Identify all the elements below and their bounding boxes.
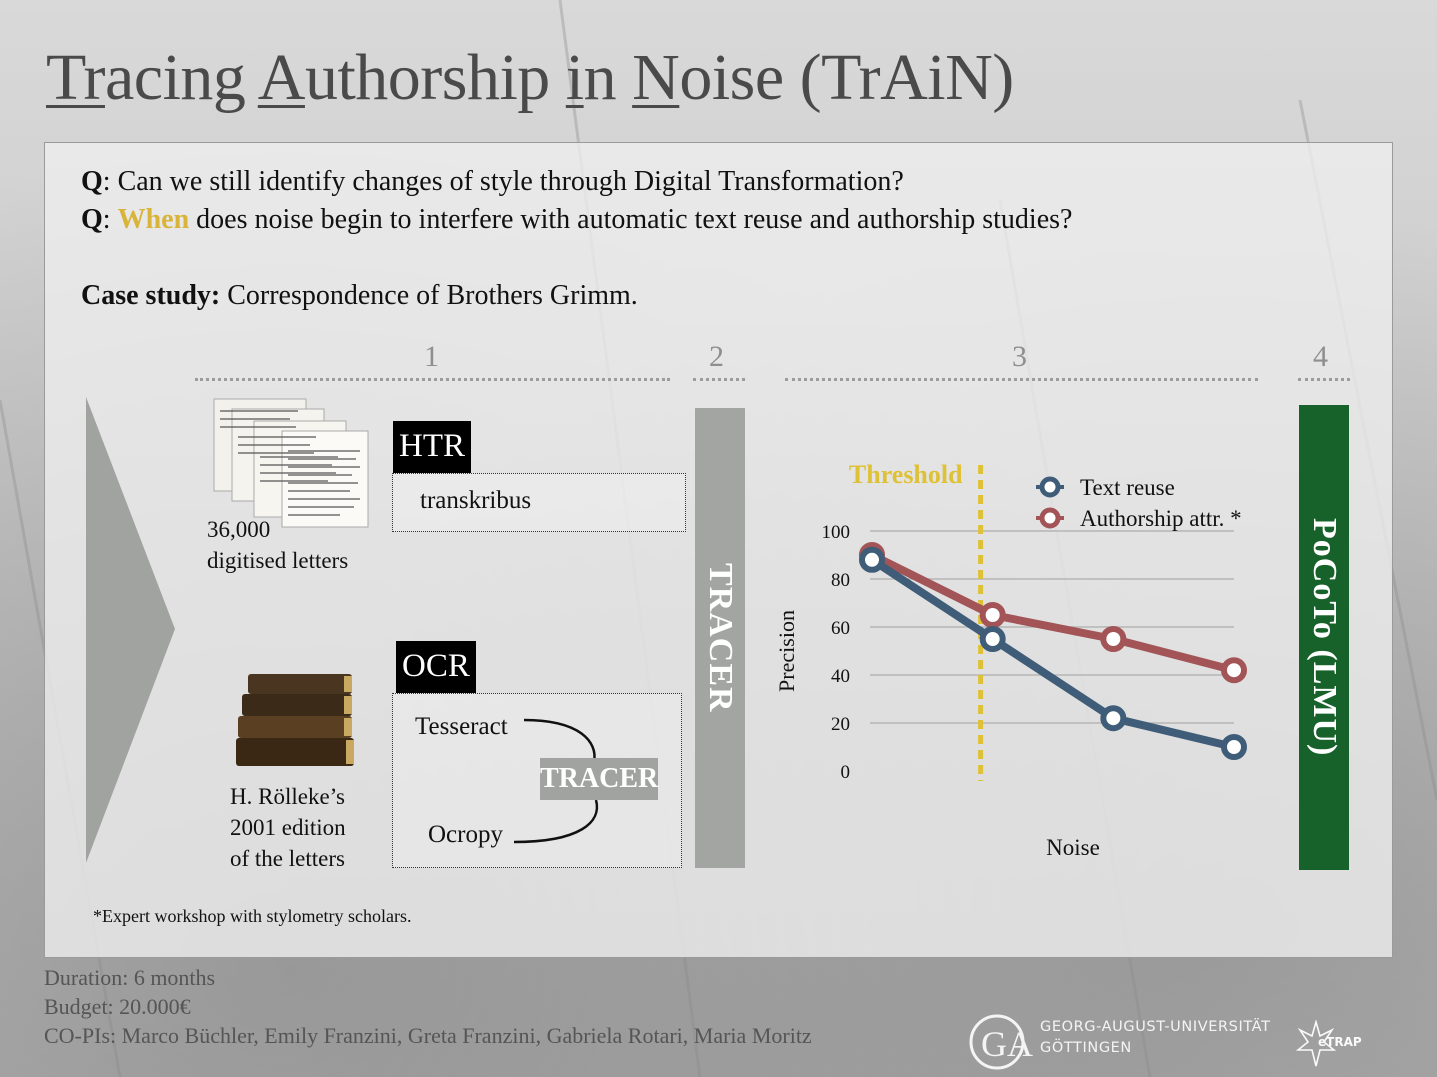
- process-arrow: [86, 397, 175, 863]
- letters-caption: 36,000 digitised letters: [207, 517, 349, 573]
- data-point: [1100, 705, 1127, 732]
- htr-tools-box: [392, 473, 686, 532]
- series-line-1: [870, 551, 1236, 675]
- budget-info: Budget: 20.000€: [44, 994, 191, 1019]
- y-axis-label: Precision: [774, 610, 799, 692]
- y-tick-label: 20: [831, 714, 850, 735]
- letters-image: [213, 398, 369, 528]
- y-tick-label: 80: [831, 570, 850, 591]
- legend-label: Text reuse: [1080, 475, 1175, 500]
- series-line-0: [869, 556, 1235, 751]
- ocr-tag: OCR: [396, 641, 476, 693]
- data-point: [1221, 734, 1247, 760]
- footnote: *Expert workshop with stylometry scholar…: [93, 906, 412, 926]
- htr-tag: HTR: [393, 421, 471, 473]
- x-axis-label: Noise: [1046, 835, 1100, 860]
- tracer-merge-label: TRACER: [540, 758, 658, 800]
- data-point: [859, 546, 885, 573]
- legend-swatch-marker: [1039, 507, 1061, 529]
- data-point: [979, 626, 1006, 652]
- data-point: [1221, 657, 1247, 684]
- edition-caption: H. Rölleke’s 2001 edition of the letters: [230, 784, 346, 871]
- tracer-bar: TRACER: [695, 408, 745, 868]
- y-tick-label: 60: [831, 618, 850, 639]
- ocr-merge-connector: [513, 718, 599, 844]
- question-1: Q: Can we still identify changes of styl…: [81, 166, 904, 197]
- transkribus-label: transkribus: [420, 487, 532, 514]
- threshold-label: Threshold: [849, 460, 963, 489]
- step-divider-4: [1298, 378, 1350, 381]
- y-tick-label: 0: [841, 762, 851, 783]
- step-number-4: 4: [1313, 340, 1328, 373]
- ocropy-label: Ocropy: [428, 821, 503, 848]
- duration-info: Duration: 6 months: [44, 965, 216, 990]
- page-title: Tracing Authorship in Noise (TrAiN): [46, 41, 1014, 114]
- pocoto-bar: PoCoTo (LMU): [1299, 405, 1349, 870]
- y-tick-label: 100: [822, 522, 851, 543]
- step-divider-3: [785, 378, 1258, 381]
- svg-text:GA: GA: [981, 1024, 1033, 1064]
- etrap-logo: [1296, 1020, 1336, 1067]
- tesseract-label: Tesseract: [415, 713, 508, 740]
- university-logo: GA: [969, 1014, 1033, 1070]
- case-study: Case study: Correspondence of Brothers G…: [81, 280, 638, 311]
- legend-label: Authorship attr. *: [1080, 506, 1242, 531]
- precision-noise-chart: 0 20 40 60 80 100 Threshold Precision Noise T…: [774, 460, 1247, 860]
- etrap-label: eTRAP: [1318, 1035, 1362, 1049]
- books-image: [236, 674, 354, 766]
- university-name-line1: GEORG-AUGUST-UNIVERSITÄT: [1040, 1019, 1271, 1035]
- copis-info: CO-PIs: Marco Büchler, Emily Franzini, G…: [44, 1023, 812, 1048]
- question-2: Q: When does noise begin to interfere wi…: [81, 204, 1073, 235]
- step-number-3: 3: [1012, 340, 1027, 373]
- data-point: [1100, 626, 1127, 652]
- step-divider-1: [195, 378, 670, 381]
- step-number-1: 1: [424, 340, 439, 373]
- legend-swatch-marker: [1039, 476, 1061, 498]
- step-divider-2: [693, 378, 745, 381]
- step-number-2: 2: [709, 340, 724, 373]
- data-point: [979, 602, 1006, 628]
- university-name-line2: GÖTTINGEN: [1040, 1040, 1132, 1056]
- y-tick-label: 40: [831, 666, 850, 687]
